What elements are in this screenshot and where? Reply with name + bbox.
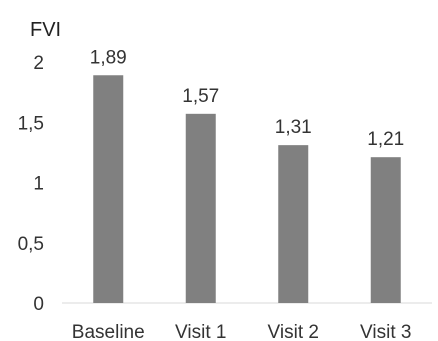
y-tick-label: 1,5 <box>18 113 44 134</box>
y-axis-title: FVI <box>30 19 61 41</box>
bars <box>93 75 401 303</box>
data-labels: 1,89 1,57 1,31 1,21 <box>90 47 404 150</box>
data-label: 1,31 <box>275 117 312 138</box>
y-tick-label: 0,5 <box>18 234 44 255</box>
x-axis-labels: Baseline Visit 1 Visit 2 Visit 3 <box>72 322 412 341</box>
bar <box>185 113 216 303</box>
x-tick-label: Visit 1 <box>175 322 226 341</box>
data-label: 1,21 <box>367 129 404 150</box>
y-tick-label: 1 <box>33 174 44 195</box>
data-label: 1,57 <box>182 86 219 107</box>
y-axis-ticks: 0 0,5 1 1,5 2 <box>18 53 44 315</box>
data-label: 1,89 <box>90 47 127 68</box>
x-tick-label: Baseline <box>72 322 145 341</box>
y-tick-label: 0 <box>33 294 44 315</box>
x-tick-label: Visit 3 <box>360 322 411 341</box>
x-tick-label: Visit 2 <box>268 322 319 341</box>
bar <box>370 157 401 303</box>
y-tick-label: 2 <box>33 53 44 74</box>
bar <box>278 145 309 303</box>
bar <box>93 75 124 303</box>
